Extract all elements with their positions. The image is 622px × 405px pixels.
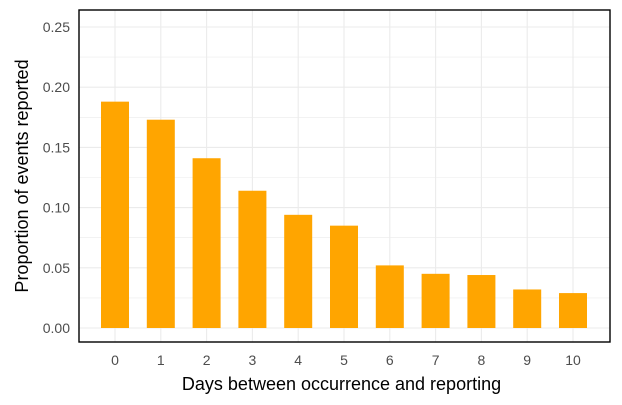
bar-1 <box>146 119 175 328</box>
bar-9 <box>513 289 542 328</box>
x-tick-label: 1 <box>157 352 165 368</box>
y-tick-label: 0.25 <box>43 19 70 35</box>
x-tick-label: 4 <box>294 352 302 368</box>
x-tick-label: 2 <box>203 352 211 368</box>
bar-2 <box>192 158 221 328</box>
y-tick-label: 0.10 <box>43 200 70 216</box>
bar-6 <box>375 265 404 328</box>
bar-5 <box>330 225 358 328</box>
x-tick-label: 7 <box>432 352 440 368</box>
y-tick-label: 0.05 <box>43 260 70 276</box>
bar-0 <box>101 101 129 328</box>
bar-7 <box>421 273 450 328</box>
bar-10 <box>559 293 587 328</box>
bars-layer <box>101 101 587 328</box>
x-axis-title: Days between occurrence and reporting <box>182 374 501 394</box>
bar-3 <box>238 190 267 328</box>
y-tick-label: 0.00 <box>43 320 70 336</box>
y-tick-label: 0.15 <box>43 139 70 155</box>
x-tick-label: 9 <box>523 352 531 368</box>
bar-4 <box>284 214 313 328</box>
x-tick-labels: 0 1 2 3 4 5 6 7 8 9 10 <box>111 352 581 368</box>
x-tick-label: 6 <box>386 352 394 368</box>
x-tick-label: 10 <box>565 352 581 368</box>
y-axis-title: Proportion of events reported <box>12 59 32 292</box>
x-tick-label: 0 <box>111 352 119 368</box>
bar-8 <box>467 275 496 328</box>
panel-border <box>78 9 611 343</box>
x-tick-label: 3 <box>249 352 257 368</box>
y-tick-label: 0.20 <box>43 79 70 95</box>
y-tick-labels: 0.00 0.05 0.10 0.15 0.20 0.25 <box>43 19 70 336</box>
x-tick-label: 8 <box>478 352 486 368</box>
x-tick-label: 5 <box>340 352 348 368</box>
